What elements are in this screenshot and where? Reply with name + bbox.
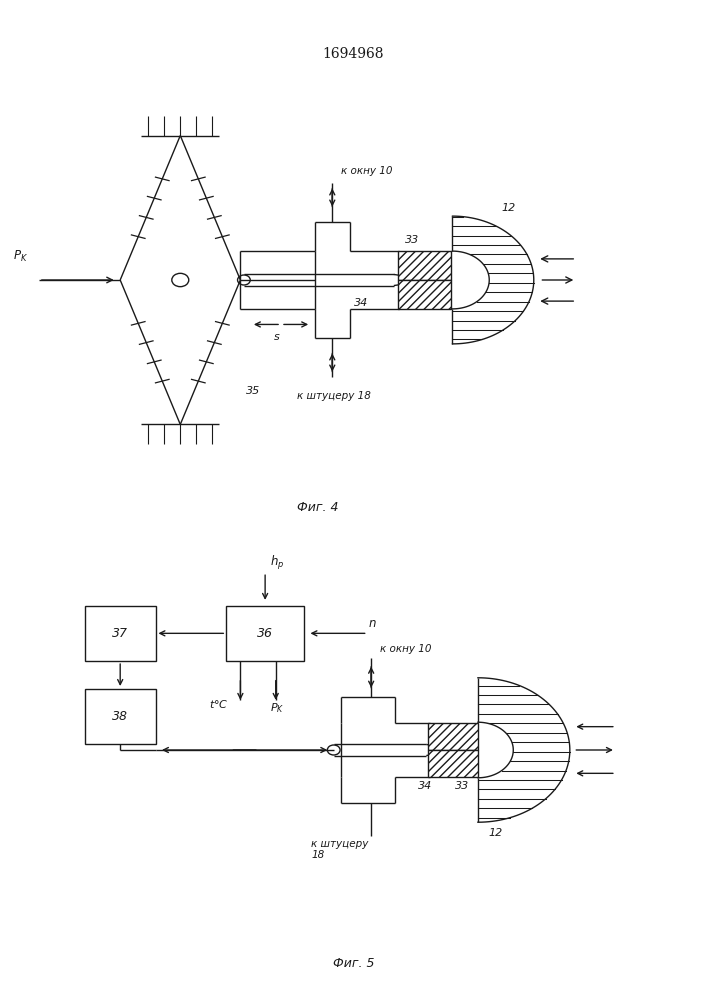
- Text: к штуцеру 18: к штуцеру 18: [297, 391, 370, 401]
- Text: $h_р$: $h_р$: [270, 554, 284, 572]
- Text: к штуцеру
18: к штуцеру 18: [311, 839, 368, 860]
- Bar: [428, 750, 478, 777]
- Text: 34: 34: [354, 298, 368, 308]
- Text: 1694968: 1694968: [323, 47, 384, 61]
- Text: 12: 12: [501, 203, 515, 213]
- Bar: [398, 251, 451, 280]
- Text: 33: 33: [405, 235, 419, 245]
- Text: 35: 35: [246, 386, 260, 396]
- Text: 12: 12: [489, 828, 503, 838]
- Text: 38: 38: [112, 710, 128, 723]
- Text: 36: 36: [257, 627, 273, 640]
- Text: Фиг. 5: Фиг. 5: [333, 957, 374, 970]
- Bar: [226, 606, 304, 661]
- Text: $P_K$: $P_K$: [270, 701, 284, 715]
- Text: 33: 33: [455, 781, 469, 791]
- Text: $P_K$: $P_K$: [13, 249, 28, 264]
- Text: Фиг. 4: Фиг. 4: [298, 501, 339, 514]
- Text: n: n: [369, 617, 377, 630]
- Bar: [398, 280, 451, 309]
- Text: 34: 34: [418, 781, 432, 791]
- Text: к окну 10: к окну 10: [341, 166, 392, 176]
- Bar: [428, 723, 478, 750]
- Text: к окну 10: к окну 10: [380, 644, 431, 654]
- Bar: [85, 689, 156, 744]
- Text: $t°C$: $t°C$: [209, 698, 228, 710]
- Text: s: s: [274, 332, 280, 342]
- Bar: [85, 606, 156, 661]
- Text: 37: 37: [112, 627, 128, 640]
